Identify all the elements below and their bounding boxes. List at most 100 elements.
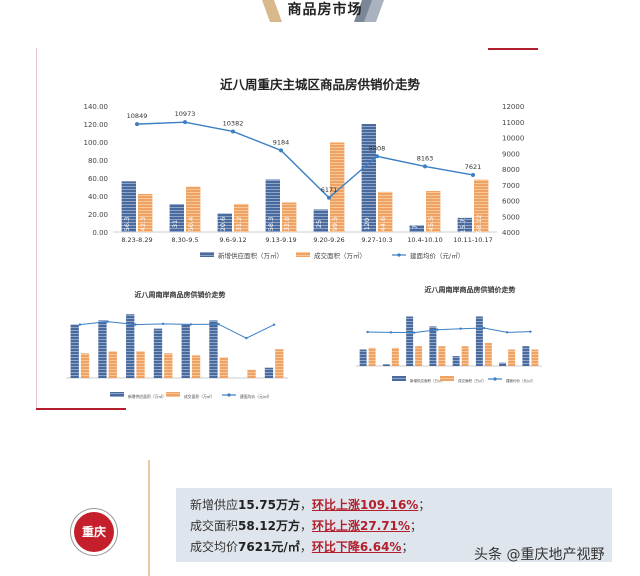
legend-swatch: [166, 392, 180, 397]
deal-bar: [247, 369, 256, 378]
price-point: [529, 330, 532, 333]
deal-bar: [138, 193, 153, 232]
legend-swatch: [440, 376, 454, 381]
deal-bar: [219, 357, 228, 378]
summary-price-change: 环比下降6.64%: [311, 540, 402, 554]
supply-bar: [382, 364, 390, 366]
summary-price-sep: ，: [299, 540, 312, 554]
supply-bar: [409, 225, 424, 232]
left-axis-tick: 120.00: [84, 121, 109, 129]
price-point: [389, 331, 393, 334]
deal-bar: [484, 342, 492, 366]
small-chart-right-title: 近八周南岸商品房供销价走势: [424, 286, 516, 294]
left-axis-tick: 20.00: [88, 211, 108, 219]
price-point: [134, 323, 137, 326]
supply-bar: [264, 367, 274, 378]
supply-bar: [475, 316, 483, 366]
right-axis-tick: 11000: [502, 119, 524, 127]
supply-bar-label: 31: [171, 220, 179, 228]
summary-price-value: 7621元/㎡: [238, 540, 300, 554]
right-axis-tick: 4000: [502, 229, 520, 237]
deal-bar: [508, 349, 516, 366]
supply-bar: [181, 324, 190, 378]
supply-bar: [359, 349, 367, 366]
deal-bar-label: 31.2: [235, 217, 243, 231]
legend-dot-swatch: [397, 253, 401, 257]
small-chart-left: 新增供应面积（万㎡） 成交面积（万㎡） 建面均价（元/㎡）: [66, 314, 288, 399]
supply-bar: [522, 346, 530, 366]
supply-bar: [217, 213, 232, 232]
main-chart: 0.00 20.00 40.00 60.00 80.00 100.00 120.00 140.…: [84, 103, 525, 260]
deal-bar: [378, 191, 393, 232]
right-axis-tick: 8000: [502, 166, 520, 174]
supply-bar-label: 20.6: [219, 217, 227, 231]
price-point: [78, 323, 82, 326]
deal-bar: [234, 203, 249, 232]
supply-bar: [429, 326, 437, 366]
supply-bar: [457, 217, 472, 232]
price-label: 10973: [175, 110, 196, 118]
summary-deal: 成交面积58.12万方，环比上涨27.71%；: [190, 517, 422, 534]
category-tick: 8.30-9.5: [171, 236, 198, 244]
category-tick: 9.6-9.12: [219, 236, 246, 244]
price-point: [272, 323, 276, 326]
category-tick: 10.11-10.17: [453, 236, 493, 244]
legend-swatch: [110, 392, 124, 397]
price-point: [189, 323, 193, 326]
category-tick: 9.20-9.26: [313, 236, 344, 244]
deal-bar: [330, 142, 345, 232]
price-point: [412, 331, 416, 334]
deal-bar: [282, 202, 297, 232]
deal-bar-label: 44.6: [379, 217, 387, 231]
summary-deal-end: ；: [409, 519, 422, 533]
deal-bar: [415, 346, 423, 366]
right-axis-tick: 5000: [502, 213, 520, 221]
summary-deal-change: 环比上涨27.71%: [312, 519, 410, 533]
supply-bar-label: 15.75: [459, 215, 467, 234]
legend-dot-swatch: [493, 377, 497, 381]
price-point: [423, 164, 427, 169]
supply-bar: [313, 209, 328, 232]
price-label: 8163: [417, 154, 434, 162]
deal-bar: [108, 351, 117, 378]
price-point: [106, 320, 109, 323]
price-label: 10382: [223, 119, 244, 127]
deal-bar-label: 58.12: [475, 215, 483, 234]
supply-bar: [406, 316, 414, 366]
left-axis-tick: 140.00: [84, 103, 109, 111]
price-point: [217, 322, 220, 326]
left-axis-tick: 40.00: [88, 193, 108, 201]
left-axis-tick: 80.00: [88, 157, 108, 165]
legend-swatch: [392, 376, 406, 381]
right-axis-tick: 9000: [502, 150, 520, 158]
category-tick: 8.23-8.29: [121, 236, 152, 244]
legend-label: 成交面积（万㎡）: [184, 394, 214, 399]
price-point: [482, 326, 486, 330]
summary-supply-end: ；: [418, 498, 431, 512]
legend-swatch: [296, 252, 310, 257]
supply-bar: [121, 181, 136, 232]
summary-box: [176, 488, 612, 562]
summary-deal-sep: ，: [299, 519, 312, 533]
deal-bar-label: 45.5: [427, 217, 435, 231]
deal-bar-label: 32.8: [283, 217, 291, 231]
price-point: [459, 327, 462, 330]
supply-bar: [126, 314, 135, 378]
deal-bar: [438, 346, 446, 366]
supply-bar: [153, 328, 163, 378]
right-axis-tick: 6000: [502, 198, 520, 206]
red-divider-bottom: [36, 408, 126, 410]
price-point: [471, 172, 475, 177]
supply-bar: [265, 179, 280, 232]
right-axis-tick: 7000: [502, 182, 520, 190]
right-axis-tick: 10000: [502, 135, 524, 143]
summary-supply-change: 环比上涨109.16%: [312, 498, 419, 512]
watermark: 头条 @重庆地产视野: [474, 547, 605, 563]
price-line: [367, 327, 531, 334]
right-axis-tick: 12000: [502, 103, 524, 111]
deal-bar: [136, 351, 145, 378]
small-chart-left-title: 近八周南岸商品房供销价走势: [134, 291, 226, 299]
summary-deal-label: 成交面积: [190, 519, 239, 533]
summary-deal-value: 58.12万方: [238, 519, 300, 533]
legend-swatch: [200, 252, 214, 257]
